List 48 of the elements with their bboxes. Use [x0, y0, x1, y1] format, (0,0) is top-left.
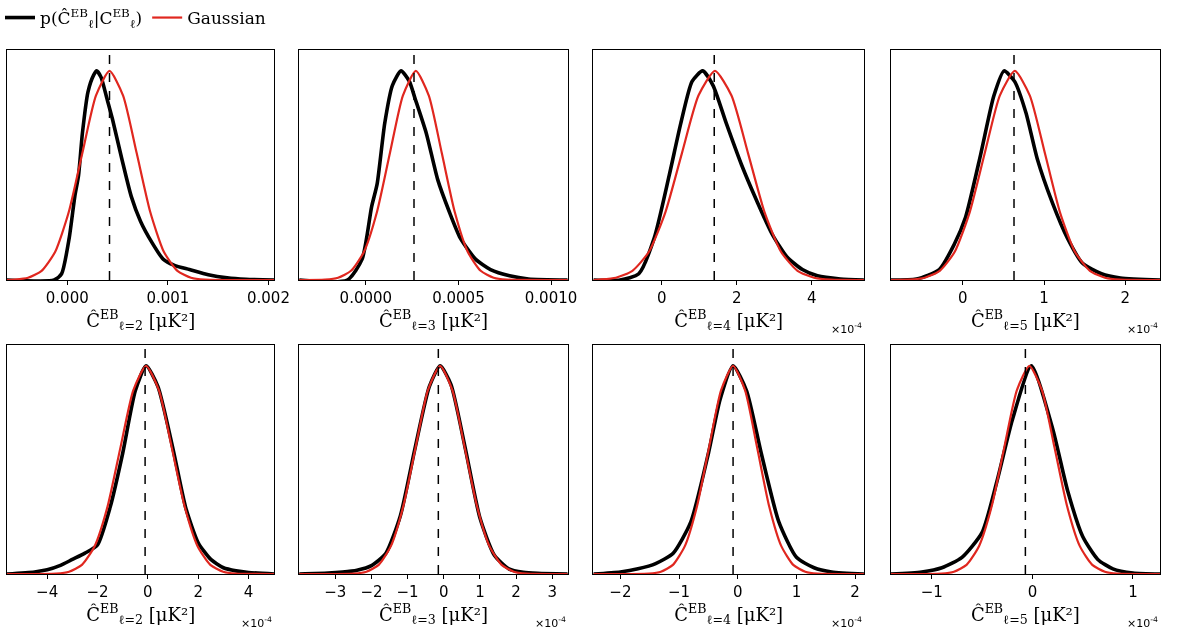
x-tick-label: 0 [958, 289, 968, 307]
x-axis-title: Ĉ$^{EB}$$_{ℓ=3}$ [μK²] [378, 307, 488, 334]
text: ×10$^{-4}$ [831, 321, 862, 336]
text: ×10$^{-4}$ [1127, 615, 1158, 630]
x-tick-label: 3 [547, 583, 557, 601]
x-axis-title: Ĉ$^{EB}$$_{ℓ=4}$ [μK²] [674, 601, 784, 628]
x-tick-label: −2 [360, 583, 383, 601]
x-tick-label: 2 [850, 583, 860, 601]
x-tick-label: 0 [438, 583, 449, 601]
x-tick-label: 0.0000 [339, 289, 393, 307]
x-axis-title: Ĉ$^{EB}$$_{ℓ=2}$ [μK²] [86, 601, 196, 628]
x-tick-label: 2 [731, 289, 742, 307]
x-tick-label: 0.000 [45, 289, 89, 307]
x-tick-label: −4 [36, 583, 59, 601]
x-tick-label: 1 [1128, 583, 1138, 601]
x-tick-label: −1 [668, 583, 691, 601]
x-tick-label: 0.0005 [432, 289, 485, 307]
x-tick-label: 0 [656, 289, 667, 307]
legend-label: Gaussian [187, 8, 266, 29]
x-axis-title: Ĉ$^{EB}$$_{ℓ=3}$ [μK²] [378, 601, 488, 628]
x-tick-label: 2 [1120, 289, 1131, 307]
x-axis-title: Ĉ$^{EB}$$_{ℓ=5}$ [μK²] [970, 307, 1080, 334]
x-tick-label: 0.0010 [524, 289, 578, 307]
x-tick-label: −3 [324, 583, 347, 601]
x-tick-label: 4 [807, 289, 817, 307]
x-tick-label: −2 [609, 583, 632, 601]
text: ×10$^{-4}$ [1127, 321, 1158, 336]
text: ×10$^{-4}$ [241, 615, 272, 630]
legend-label: p(Ĉ$^{EB}$$_{ℓ}$|C$^{EB}$$_{ℓ}$) [40, 6, 143, 31]
x-tick-label: −1 [920, 583, 943, 601]
x-tick-label: 0 [1027, 583, 1038, 601]
x-tick-label: 2 [511, 583, 521, 601]
x-tick-label: 1 [791, 583, 802, 601]
x-tick-label: 1 [1039, 289, 1049, 307]
x-tick-label: 1 [475, 583, 485, 601]
x-tick-label: 2 [193, 583, 203, 601]
text: ×10$^{-4}$ [831, 615, 862, 630]
x-tick-label: 4 [243, 583, 254, 601]
x-axis-title: Ĉ$^{EB}$$_{ℓ=4}$ [μK²] [674, 307, 784, 334]
x-tick-label: −2 [86, 583, 109, 601]
x-tick-label: −1 [396, 583, 419, 601]
x-tick-label: 0 [143, 583, 153, 601]
x-tick-label: 0.002 [246, 289, 290, 307]
x-axis-title: Ĉ$^{EB}$$_{ℓ=2}$ [μK²] [86, 307, 196, 334]
x-tick-label: 0 [732, 583, 743, 601]
x-tick-label: 0.001 [146, 289, 190, 307]
text: ×10$^{-4}$ [535, 615, 566, 630]
x-axis-title: Ĉ$^{EB}$$_{ℓ=5}$ [μK²] [970, 601, 1080, 628]
